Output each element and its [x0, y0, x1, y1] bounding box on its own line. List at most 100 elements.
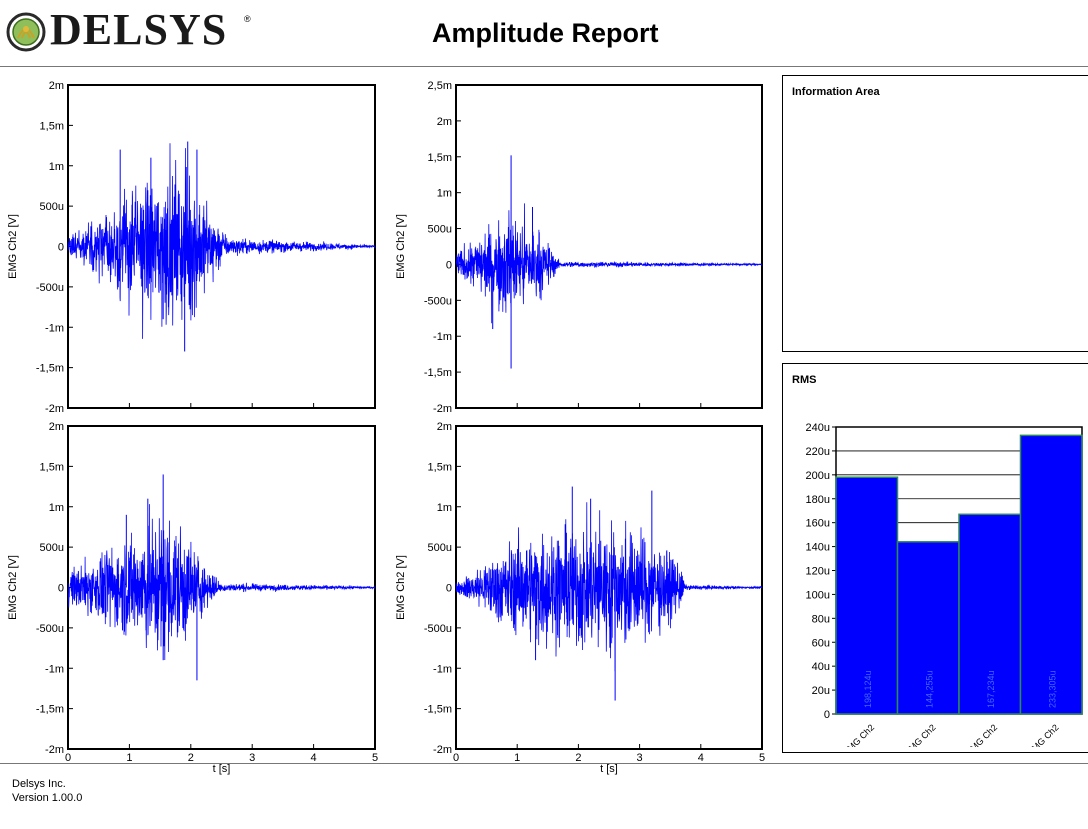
y-tick-label: 0	[58, 583, 64, 595]
y-tick-label: 0	[824, 709, 830, 721]
footer-divider	[0, 763, 1088, 764]
y-tick-label: 100u	[806, 589, 830, 601]
y-tick-label: 40u	[812, 661, 830, 673]
x-tick-label: 5	[372, 752, 378, 764]
y-tick-label: 1,5m	[428, 152, 452, 164]
y-tick-label: 1m	[49, 502, 64, 514]
x-tick-label: 4	[698, 752, 704, 764]
y-tick-label: 500u	[428, 224, 452, 236]
emg-signal-trace	[455, 502, 763, 672]
x-tick-label: 0	[65, 752, 71, 764]
x-tick-label: 5	[759, 752, 765, 764]
y-tick-label: -2m	[45, 403, 64, 415]
y-tick-label: 500u	[40, 542, 64, 554]
y-tick-label: -2m	[433, 403, 452, 415]
y-axis-label: EMG Ch2 [V]	[395, 214, 407, 279]
emg-plot-3: -2m -1,5m -1m -500u 0 500u 1m 1,5m 2m 0 1 2 3 4 5 t [s]…	[7, 421, 378, 775]
rms-bar-chart: 0 20u 40u 60u 80u 100u 120u 140u 160u 180u 200u 220…	[806, 422, 1083, 747]
x-axis-label: t [s]	[213, 763, 231, 775]
rms-title: RMS	[792, 374, 817, 386]
x-tick-label: 3	[637, 752, 643, 764]
x-tick-label: 1	[514, 752, 520, 764]
y-tick-label: -500u	[424, 295, 452, 307]
y-tick-label: 0	[446, 583, 452, 595]
y-tick-label: -1m	[45, 322, 64, 334]
x-tick-label: 3	[249, 752, 255, 764]
y-tick-label: 20u	[812, 685, 830, 697]
information-area-panel: Information Area	[782, 75, 1088, 352]
y-tick-label: -1,5m	[36, 363, 64, 375]
x-tick-label: 2	[575, 752, 581, 764]
delsys-emblem-icon	[6, 12, 46, 52]
registered-mark: ®	[244, 14, 251, 24]
y-tick-label: -2m	[433, 744, 452, 756]
y-tick-label: 120u	[806, 566, 830, 578]
y-tick-label: 0	[446, 259, 452, 271]
y-axis-label: EMG Ch2 [V]	[395, 555, 407, 620]
y-tick-label: 2m	[437, 421, 452, 433]
y-tick-label: 1,5m	[40, 120, 64, 132]
x-tick-label: 1	[126, 752, 132, 764]
y-tick-label: 1,5m	[428, 461, 452, 473]
information-area-title: Information Area	[792, 86, 880, 98]
y-tick-label: 2m	[437, 116, 452, 128]
category-label: EMG Ch2	[1026, 722, 1061, 747]
rms-panel: RMS 0 20u 40u 60u 80u 100u 120u 140u 160u 180u 200…	[782, 363, 1088, 753]
y-tick-label: 0	[58, 242, 64, 254]
x-axis-label: t [s]	[600, 763, 618, 775]
y-tick-label: -1,5m	[424, 704, 452, 716]
emg-signal-trace	[67, 504, 376, 661]
y-tick-label: 1,5m	[40, 461, 64, 473]
bar-value-label: 233,305u	[1047, 670, 1057, 708]
y-tick-label: -1,5m	[424, 367, 452, 379]
x-tick-label: 2	[188, 752, 194, 764]
footer-company: Delsys Inc.	[12, 778, 66, 790]
y-tick-label: 1m	[437, 188, 452, 200]
y-tick-label: 80u	[812, 613, 830, 625]
page-title: Amplitude Report	[432, 18, 659, 48]
header-divider	[0, 66, 1088, 67]
rms-bar	[1019, 434, 1083, 715]
category-label: EMG Ch2	[841, 722, 876, 747]
emg-plots: -2m -1,5m -1m -500u 0 500u 1m 1,5m 2m EMG Ch2 [V]…	[7, 80, 765, 775]
y-tick-label: 500u	[428, 542, 452, 554]
footer-version: Version 1.00.0	[12, 792, 83, 804]
y-tick-label: 220u	[806, 446, 830, 458]
x-tick-label: 0	[453, 752, 459, 764]
y-tick-label: 1m	[437, 502, 452, 514]
y-tick-label: 240u	[806, 422, 830, 434]
y-tick-label: -500u	[36, 282, 64, 294]
plot-frame	[455, 84, 763, 409]
y-tick-label: 500u	[40, 201, 64, 213]
y-tick-label: 2,5m	[428, 80, 452, 92]
delsys-logo: DELSYS ®	[6, 5, 256, 58]
bar-value-label: 167,234u	[986, 670, 996, 708]
bar-value-label: 198,124u	[863, 670, 873, 708]
y-axis-label: EMG Ch2 [V]	[7, 214, 19, 279]
category-label: EMG Ch2	[964, 722, 999, 747]
rms-bar	[835, 476, 899, 715]
y-tick-label: 160u	[806, 518, 830, 530]
rms-bar	[958, 513, 1022, 715]
y-tick-label: 1m	[49, 161, 64, 173]
y-tick-label: 2m	[49, 421, 64, 433]
y-tick-label: -1m	[45, 663, 64, 675]
category-label: EMG Ch2	[903, 722, 938, 747]
emg-plot-1: -2m -1,5m -1m -500u 0 500u 1m 1,5m 2m EMG Ch2 [V]	[7, 80, 376, 415]
y-tick-label: -500u	[424, 623, 452, 635]
y-tick-label: -1m	[433, 663, 452, 675]
y-tick-label: -1m	[433, 331, 452, 343]
y-tick-label: 2m	[49, 80, 64, 92]
y-tick-label: -2m	[45, 744, 64, 756]
x-tick-label: 4	[311, 752, 317, 764]
y-tick-label: 200u	[806, 470, 830, 482]
emg-signal-trace	[455, 203, 763, 324]
y-tick-label: -500u	[36, 623, 64, 635]
emg-plot-2: -2m -1,5m -1m -500u 0 500u 1m 1,5m 2m 2,5m EMG Ch2…	[395, 80, 763, 415]
bar-value-label: 144,255u	[924, 670, 934, 708]
emg-signal-trace	[67, 143, 376, 339]
y-tick-label: 60u	[812, 637, 830, 649]
emg-plot-4: -2m -1,5m -1m -500u 0 500u 1m 1,5m 2m 0 1 2 3 4 5 t [s]…	[395, 421, 765, 775]
y-tick-label: 180u	[806, 494, 830, 506]
y-axis-label: EMG Ch2 [V]	[7, 555, 19, 620]
